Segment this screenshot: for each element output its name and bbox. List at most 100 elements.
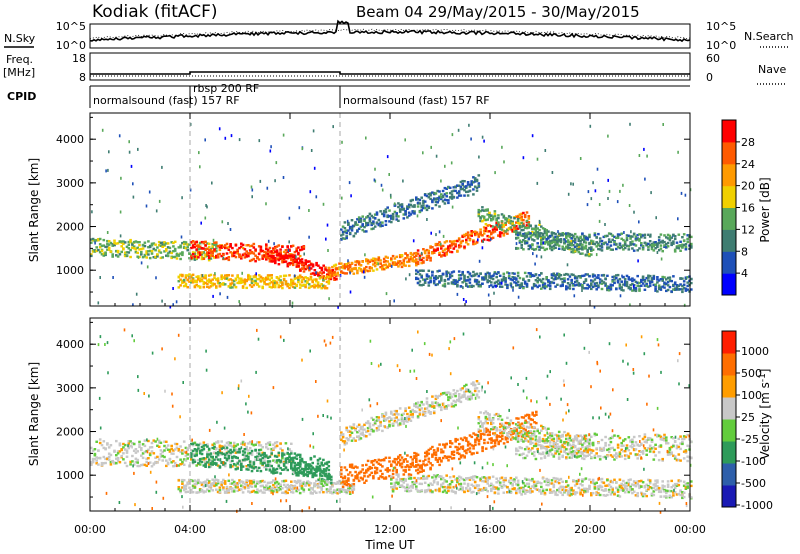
velocity-cell [198, 448, 202, 451]
power-cell [384, 255, 388, 258]
velocity-cell [211, 483, 214, 487]
power-cell [388, 262, 391, 266]
power-cell [306, 266, 309, 270]
power-cell [227, 285, 231, 288]
power-cell [461, 239, 464, 243]
power-cell [372, 220, 375, 223]
velocity-cell [332, 482, 336, 485]
power-cell [512, 288, 514, 292]
velocity-cell [330, 475, 333, 478]
power-cell [146, 265, 149, 269]
velocity-cell [413, 456, 416, 459]
velocity-cell [206, 455, 209, 459]
power-cell [629, 235, 632, 238]
velocity-cell [268, 481, 272, 484]
velocity-cell [118, 442, 122, 445]
power-cell [281, 255, 284, 258]
power-cell [416, 281, 420, 285]
power-cell [593, 284, 597, 288]
power-cell [350, 229, 354, 232]
power-cell [441, 189, 445, 193]
power-cell [622, 248, 625, 251]
power-cell [227, 245, 231, 249]
power-cell [375, 221, 379, 224]
power-cell [652, 275, 656, 279]
power-cell [390, 214, 393, 218]
power-cell [486, 208, 489, 211]
power-cell [409, 213, 413, 216]
power-cell [523, 234, 527, 238]
velocity-cell [361, 477, 364, 480]
power-cell [445, 199, 448, 202]
nave-tick-top: 60 [706, 52, 720, 65]
power-cell [661, 250, 664, 253]
power-cell [173, 240, 177, 243]
velocity-cell [393, 461, 397, 464]
power-cell [100, 249, 104, 252]
power-cell [327, 268, 331, 272]
power-cell [254, 260, 257, 263]
power-cell [536, 233, 539, 237]
velocity-cell [329, 491, 332, 494]
velocity-cell [223, 453, 227, 456]
power-cell [193, 255, 197, 258]
velocity-cell [90, 461, 93, 464]
power-cell [211, 282, 214, 285]
velocity-cell [470, 435, 474, 439]
power-cell [402, 259, 406, 262]
power-cell [473, 177, 477, 180]
power-cell [561, 245, 564, 248]
power-cell [215, 256, 218, 259]
power-cell [493, 291, 495, 295]
power-cell [220, 275, 223, 278]
power-cell [581, 243, 584, 246]
power-cell [302, 264, 306, 267]
power-cell [510, 284, 512, 288]
velocity-cell [122, 452, 125, 455]
power-cell [404, 257, 407, 260]
velocity-cell [216, 453, 220, 456]
power-cell [197, 278, 200, 281]
power-cell [529, 275, 532, 278]
power-cell [652, 241, 656, 244]
power-cell [429, 276, 432, 280]
power-cell [570, 248, 573, 251]
velocity-cell [136, 458, 139, 462]
power-cell [595, 245, 598, 248]
velocity-cell [207, 465, 211, 469]
velocity-cell [370, 466, 373, 470]
power-cell [398, 254, 402, 257]
power-cell [568, 246, 572, 250]
velocity-cell [168, 448, 172, 452]
velocity-cell [275, 444, 279, 447]
velocity-cell [395, 471, 398, 474]
power-cell [254, 279, 257, 282]
power-cell [584, 278, 588, 281]
velocity-cell [279, 472, 282, 475]
power-cell [266, 283, 270, 286]
power-cell [591, 273, 595, 276]
velocity-cell [191, 486, 195, 489]
power-cell [304, 259, 308, 262]
velocity-cell [198, 488, 202, 492]
velocity-cell [318, 491, 322, 494]
velocity-cell [313, 474, 317, 477]
velocity-cell [281, 487, 284, 490]
power-cell [523, 214, 527, 217]
velocity-cell [136, 461, 139, 464]
velocity-cell [415, 469, 418, 472]
power-cell [234, 251, 238, 254]
power-cell [660, 257, 663, 261]
velocity-cell [172, 460, 175, 463]
power-cell [423, 251, 427, 255]
power-cell [500, 213, 504, 216]
power-cell [112, 276, 114, 279]
power-cell [623, 282, 627, 285]
velocity-cell [254, 449, 257, 452]
velocity-cell [422, 469, 425, 472]
velocity-cell [311, 467, 315, 470]
velocity-cell [300, 460, 304, 463]
power-cell [309, 285, 313, 288]
power-cell [193, 258, 197, 261]
power-cell [681, 290, 684, 294]
